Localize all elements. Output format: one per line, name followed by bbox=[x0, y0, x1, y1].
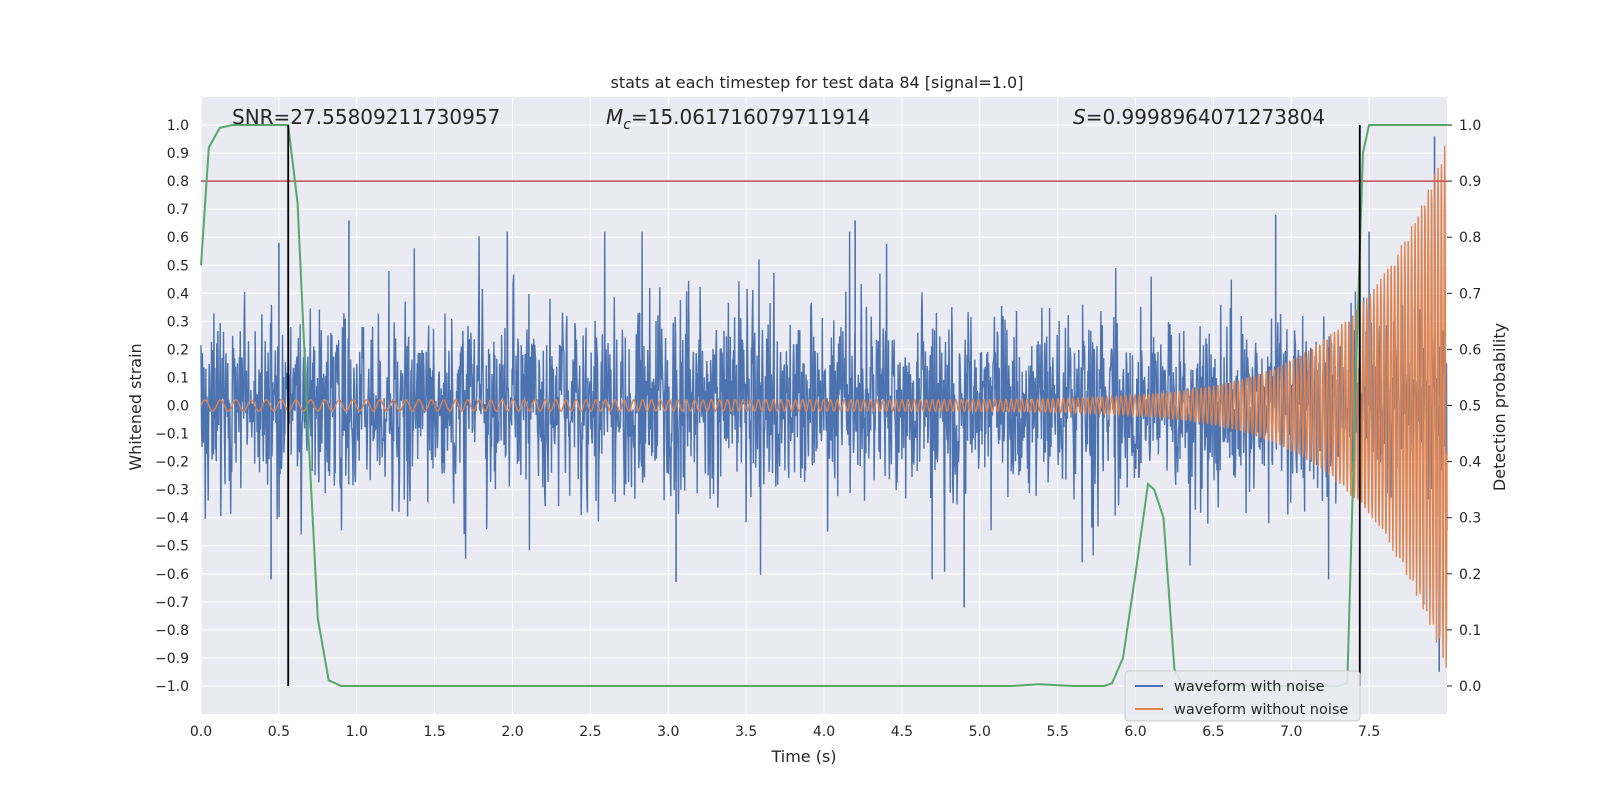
y-tick-label: 0.5 bbox=[167, 258, 189, 274]
y-tick-label: −0.8 bbox=[155, 623, 189, 639]
legend-box bbox=[1124, 670, 1361, 722]
x-tick-label: 5.0 bbox=[969, 724, 991, 740]
chirp-line bbox=[200, 145, 1448, 668]
y-tick-label: 0.6 bbox=[167, 230, 189, 246]
y-tick-label: 0.2 bbox=[167, 342, 189, 358]
s-symbol: S bbox=[1073, 105, 1086, 129]
y2-tick-label: 0.7 bbox=[1459, 286, 1481, 302]
y-tick-label: −0.1 bbox=[155, 427, 189, 443]
chirp-mass-annotation: Mc=15.061716079711914 bbox=[606, 105, 870, 133]
y2-tick-label: 0.3 bbox=[1459, 511, 1481, 527]
legend: waveform with noise waveform without noi… bbox=[1124, 670, 1361, 722]
x-tick-label: 6.5 bbox=[1202, 724, 1224, 740]
y2-tick-label: 0.1 bbox=[1459, 623, 1481, 639]
y-tick-label: 0.9 bbox=[167, 146, 189, 162]
vertical-markers bbox=[287, 125, 1361, 686]
y2-tick-label: 0.0 bbox=[1459, 679, 1481, 695]
y2-tick-label: 0.2 bbox=[1459, 567, 1481, 583]
y2-tick-label: 0.4 bbox=[1459, 455, 1481, 471]
y2-axis-ticks: 1.0 0.9 0.8 0.7 0.6 0.5 0.4 0.3 0.2 0.1 0.0 bbox=[1447, 118, 1481, 695]
x-tick-label: 5.5 bbox=[1046, 724, 1068, 740]
y2-tick-label: 0.8 bbox=[1459, 230, 1481, 246]
y-tick-label: −0.2 bbox=[155, 455, 189, 471]
y2-tick-label: 0.6 bbox=[1459, 342, 1481, 358]
y-tick-label: −0.3 bbox=[155, 483, 189, 499]
x-tick-label: 7.5 bbox=[1358, 724, 1380, 740]
y-axis-ticks: 1.0 0.9 0.8 0.7 0.6 0.5 0.4 0.3 0.2 0.1 0.0 −0.1 −0.… bbox=[155, 118, 189, 695]
x-tick-label: 0.0 bbox=[190, 724, 212, 740]
x-tick-label: 1.0 bbox=[346, 724, 368, 740]
y-tick-label: 0.0 bbox=[167, 399, 189, 415]
x-tick-label: 4.0 bbox=[813, 724, 835, 740]
x-tick-label: 7.0 bbox=[1280, 724, 1302, 740]
y-tick-label: 0.8 bbox=[167, 174, 189, 190]
y-tick-label: 0.4 bbox=[167, 286, 189, 302]
x-axis-ticks: 0.0 0.5 1.0 1.5 2.0 2.5 3.0 3.5 4.0 4.5 5.0 5.5 6.0 6… bbox=[190, 724, 1380, 740]
chirp-mass-subscript: c bbox=[623, 117, 631, 133]
x-tick-label: 4.5 bbox=[891, 724, 913, 740]
y-tick-label: −0.5 bbox=[155, 539, 189, 555]
y-tick-label: −0.6 bbox=[155, 567, 189, 583]
y2-tick-label: 0.9 bbox=[1459, 174, 1481, 190]
chirp-mass-value: =15.061716079711914 bbox=[631, 105, 870, 129]
series-waveform-without-noise bbox=[200, 145, 1448, 668]
x-tick-label: 3.0 bbox=[657, 724, 679, 740]
y-tick-label: 0.1 bbox=[167, 370, 189, 386]
y-tick-label: 0.7 bbox=[167, 202, 189, 218]
y-tick-label: −0.4 bbox=[155, 511, 189, 527]
y2-tick-label: 1.0 bbox=[1459, 118, 1481, 134]
s-annotation: S=0.9998964071273804 bbox=[1073, 105, 1325, 129]
x-tick-label: 2.0 bbox=[501, 724, 523, 740]
legend-label-noise: waveform with noise bbox=[1174, 679, 1325, 695]
y2-axis-label: Detection probability bbox=[1490, 323, 1509, 491]
y-tick-label: −0.9 bbox=[155, 651, 189, 667]
chirp-mass-symbol: M bbox=[606, 105, 623, 129]
y-tick-label: 0.3 bbox=[167, 314, 189, 330]
s-value: =0.9998964071273804 bbox=[1086, 105, 1325, 129]
y-tick-label: 1.0 bbox=[167, 118, 189, 134]
x-tick-label: 3.5 bbox=[735, 724, 757, 740]
x-axis-label: Time (s) bbox=[770, 747, 836, 766]
y-axis-label: Whitened strain bbox=[126, 343, 145, 470]
y2-tick-label: 0.5 bbox=[1459, 399, 1481, 415]
x-tick-label: 0.5 bbox=[268, 724, 290, 740]
legend-label-clean: waveform without noise bbox=[1174, 702, 1348, 718]
chart-title: stats at each timestep for test data 84 … bbox=[611, 73, 1024, 92]
x-tick-label: 1.5 bbox=[423, 724, 445, 740]
y-tick-label: −0.7 bbox=[155, 595, 189, 611]
snr-annotation: SNR=27.55809211730957 bbox=[232, 105, 500, 129]
y-tick-label: −1.0 bbox=[155, 679, 189, 695]
x-tick-label: 6.0 bbox=[1124, 724, 1146, 740]
x-tick-label: 2.5 bbox=[579, 724, 601, 740]
